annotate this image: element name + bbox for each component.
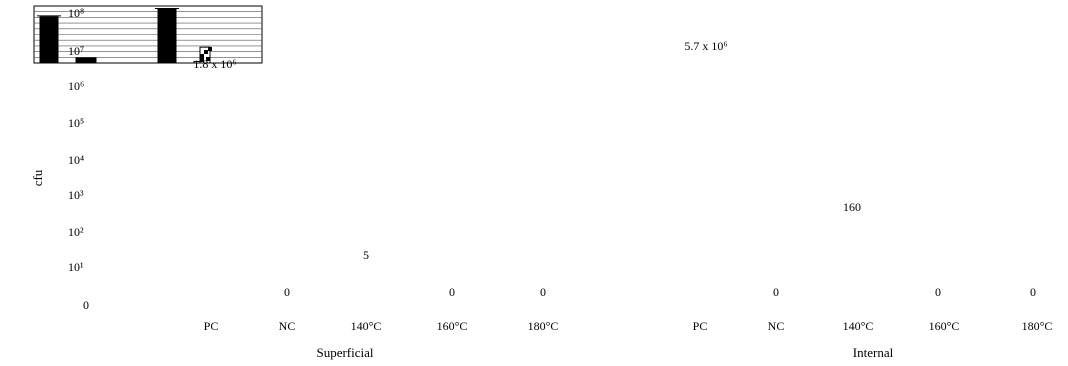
category-label: 160°C: [437, 319, 468, 333]
y-tick-label: 10⁶: [68, 79, 84, 93]
plot-frame: [33, 5, 263, 64]
category-label: 160°C: [929, 319, 960, 333]
y-tick-labels: 0 10¹ 10² 10³ 10⁴ 10⁵ 10⁶ 10⁷ 10⁸: [68, 6, 89, 312]
data-label: 160: [843, 200, 861, 214]
category-label: 180°C: [1022, 319, 1053, 333]
y-tick-label: 10⁴: [68, 153, 84, 167]
category-label: PC: [204, 319, 219, 333]
bar-pattern: [200, 58, 204, 62]
y-tick-label: 10⁷: [68, 44, 84, 58]
data-label: 0: [540, 285, 546, 299]
category-label: 140°C: [351, 319, 382, 333]
bar: [85, 57, 97, 64]
y-tick-label: 10¹: [68, 260, 84, 274]
category-label: NC: [279, 319, 296, 333]
data-labels: 0 5 0 0 1.8 x 10⁶ 0 160 0 0 5.7 x 10⁶: [193, 39, 1036, 299]
bar-pattern: [206, 57, 210, 61]
data-label: 0: [935, 285, 941, 299]
bar-pattern: [200, 54, 204, 58]
category-labels: PC NC 140°C 160°C 180°C PC NC 140°C 160°C 180°C: [204, 319, 1053, 333]
category-label: NC: [768, 319, 785, 333]
bar-pattern: [204, 50, 208, 54]
y-tick-label: 10²: [68, 225, 84, 239]
data-label: 0: [449, 285, 455, 299]
y-tick-label: 10⁸: [68, 6, 84, 20]
bar: [157, 8, 177, 64]
data-label: 5.7 x 10⁶: [684, 39, 727, 53]
category-label: 140°C: [843, 319, 874, 333]
data-label: 1.8 x 10⁶: [193, 57, 236, 71]
y-tick-label: 0: [83, 298, 89, 312]
bar: [39, 16, 59, 64]
group-label: Superficial: [316, 345, 373, 360]
group-label: Internal: [853, 345, 894, 360]
bar-pattern: [208, 47, 212, 51]
y-axis-label: cfu: [30, 169, 45, 186]
data-label: 0: [284, 285, 290, 299]
bars-layer: [37, 7, 212, 64]
data-label: 5: [363, 248, 369, 262]
y-tick-label: 10³: [68, 188, 84, 202]
y-tick-label: 10⁵: [68, 116, 84, 130]
category-label: 180°C: [528, 319, 559, 333]
data-label: 0: [773, 285, 779, 299]
group-labels: Superficial Internal: [316, 345, 893, 360]
category-label: PC: [693, 319, 708, 333]
data-label: 0: [1030, 285, 1036, 299]
bar: [75, 57, 87, 64]
